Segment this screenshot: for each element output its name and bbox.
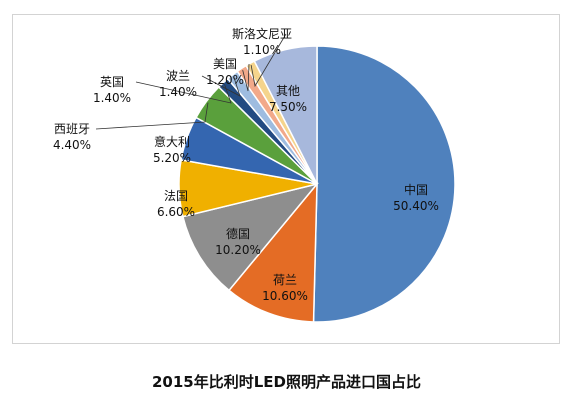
slice-labels: 中国 50.40% 荷兰 10.60% 德国 10.20% 法国 6.60% 意大利 5.20% 西… [53, 26, 439, 303]
pie-slice-荷兰 [227, 181, 318, 323]
slice-name-label: 西班牙 [54, 122, 90, 136]
slice-name-label: 英国 [100, 75, 124, 89]
slice-name-label: 法国 [164, 189, 188, 203]
slice-value-label: 1.10% [243, 43, 281, 57]
slice-name-label: 其他 [276, 84, 300, 98]
slice-value-label: 10.20% [215, 243, 261, 257]
slice-name-label: 中国 [404, 182, 428, 197]
leader-line-波兰 [201, 75, 241, 97]
slice-value-label: 7.50% [269, 100, 307, 114]
slice-value-label: 4.40% [53, 138, 91, 152]
leader-line-英国 [135, 81, 232, 104]
slice-name-label: 德国 [226, 226, 250, 241]
slice-name-label: 荷兰 [273, 273, 297, 287]
slice-value-label: 1.20% [206, 73, 244, 87]
slice-value-label: 5.20% [153, 151, 191, 165]
slice-name-label: 斯洛文尼亚 [232, 26, 292, 41]
leader-line-西班牙 [95, 102, 209, 130]
chart-title: 2015年比利时LED照明产品进口国占比 [151, 373, 421, 391]
pie-slices [178, 45, 456, 323]
leader-lines [95, 33, 287, 130]
pie-slice-中国 [312, 45, 456, 323]
leader-line-美国 [242, 63, 250, 92]
slice-name-label: 意大利 [154, 134, 190, 149]
pie-slice-德国 [182, 182, 320, 292]
slice-value-label: 6.60% [157, 205, 195, 219]
slice-value-label: 10.60% [262, 289, 308, 303]
slice-name-label: 波兰 [166, 69, 190, 83]
slice-value-label: 1.40% [93, 91, 131, 105]
slice-value-label: 1.40% [159, 85, 197, 99]
pie-slice-其他 [253, 45, 318, 185]
slice-name-label: 美国 [213, 57, 237, 71]
slice-value-label: 50.40% [393, 199, 439, 213]
leader-line-斯洛文尼亚 [250, 33, 287, 88]
